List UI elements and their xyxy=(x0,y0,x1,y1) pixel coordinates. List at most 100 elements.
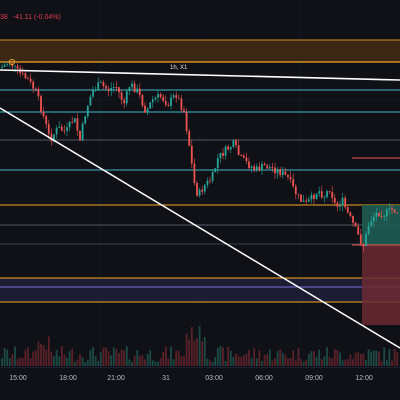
volume-bar xyxy=(188,339,191,366)
candle-body xyxy=(378,212,380,217)
candle-body xyxy=(188,131,191,146)
volume-bar xyxy=(261,360,263,366)
candle-body xyxy=(198,189,201,196)
volume-bar xyxy=(128,359,131,366)
candle-body xyxy=(102,82,105,87)
candle-body xyxy=(344,197,347,208)
volume-bar xyxy=(209,360,211,366)
volume-bar xyxy=(159,358,162,366)
volume-bar xyxy=(141,355,144,366)
candle-body xyxy=(92,90,94,97)
volume-bar xyxy=(216,348,219,366)
candle-body xyxy=(307,199,310,202)
volume-bar xyxy=(138,355,141,366)
volume-bar xyxy=(289,358,292,366)
volume-bar xyxy=(125,346,128,366)
candle-body xyxy=(388,208,391,210)
volume-bar xyxy=(274,358,276,366)
volume-bar xyxy=(307,354,310,366)
volume-bar xyxy=(154,361,157,366)
volume-bar xyxy=(183,355,185,366)
descending-trendline[interactable] xyxy=(0,107,400,349)
demand-zone[interactable] xyxy=(0,278,400,302)
candle-body xyxy=(112,87,115,89)
candle-body xyxy=(240,154,243,156)
volume-bar xyxy=(110,355,113,366)
volume-bar xyxy=(224,360,227,366)
volume-bar xyxy=(58,356,61,366)
volume-bar xyxy=(375,350,378,366)
candle-body xyxy=(107,88,110,91)
candlestick-series[interactable] xyxy=(1,61,399,252)
position-stop-zone[interactable] xyxy=(362,245,400,325)
candle-body xyxy=(331,192,334,198)
volume-bar xyxy=(146,353,149,366)
candle-body xyxy=(185,112,188,132)
candle-body xyxy=(255,166,258,170)
volume-bar xyxy=(53,356,55,366)
candle-body xyxy=(227,146,230,150)
candle-body xyxy=(341,197,344,206)
volume-bar xyxy=(346,359,349,366)
volume-bar xyxy=(167,358,170,366)
anchor-point-marker[interactable] xyxy=(9,59,15,65)
candle-body xyxy=(279,169,282,176)
volume-bar xyxy=(320,359,323,366)
candle-body xyxy=(73,118,76,123)
volume-bar xyxy=(211,361,214,366)
volume-bar xyxy=(359,353,362,366)
volume-bar xyxy=(201,341,204,366)
volume-bar xyxy=(76,359,79,366)
candle-body xyxy=(242,155,245,158)
volume-bar xyxy=(214,357,217,366)
supply-zone[interactable] xyxy=(0,40,400,62)
volume-bar xyxy=(164,346,167,366)
volume-bar xyxy=(391,360,393,366)
volume-bar xyxy=(37,341,40,366)
volume-bar xyxy=(112,347,115,366)
candle-body xyxy=(302,200,305,202)
volume-bar xyxy=(271,360,274,366)
candle-body xyxy=(287,174,289,178)
candle-body xyxy=(203,184,206,192)
candle-body xyxy=(99,82,102,83)
volume-bar xyxy=(24,349,27,366)
time-tick: 03:00 xyxy=(205,375,223,382)
candle-body xyxy=(268,166,271,169)
volume-bar xyxy=(94,356,97,366)
volume-bar xyxy=(328,356,331,366)
volume-bar xyxy=(14,346,16,366)
volume-bar xyxy=(47,336,50,366)
volume-bar xyxy=(266,354,269,366)
candle-body xyxy=(289,177,292,180)
candle-body xyxy=(164,101,167,105)
candle-body xyxy=(86,105,89,117)
volume-bar xyxy=(175,350,178,366)
volume-bar xyxy=(151,360,154,366)
volume-bar xyxy=(284,354,287,366)
volume-bar xyxy=(357,352,360,366)
candle-body xyxy=(84,116,87,124)
candle-body xyxy=(79,130,81,140)
volume-bar xyxy=(258,350,261,366)
candle-body xyxy=(336,202,339,207)
resistance-trendline[interactable] xyxy=(0,69,400,81)
volume-bar xyxy=(11,354,14,366)
candle-body xyxy=(362,243,365,247)
volume-bar xyxy=(21,358,24,366)
volume-bar xyxy=(40,344,42,366)
volume-bar xyxy=(63,354,66,366)
price-readout: 38 -41.11 (-0.04%) xyxy=(0,14,64,21)
time-tick: 21:00 xyxy=(107,375,125,382)
candle-body xyxy=(6,64,9,66)
readout-change: -41.11 (-0.04%) xyxy=(12,14,61,21)
time-axis[interactable]: 15:00 18:00 21:00 31 03:00 06:00 09:00 1… xyxy=(0,367,400,400)
candle-body xyxy=(333,197,336,203)
volume-bar xyxy=(255,358,258,366)
volume-bar xyxy=(29,358,32,366)
volume-bar xyxy=(196,338,198,366)
volume-bar xyxy=(310,350,313,366)
time-tick: 09:00 xyxy=(305,375,323,382)
